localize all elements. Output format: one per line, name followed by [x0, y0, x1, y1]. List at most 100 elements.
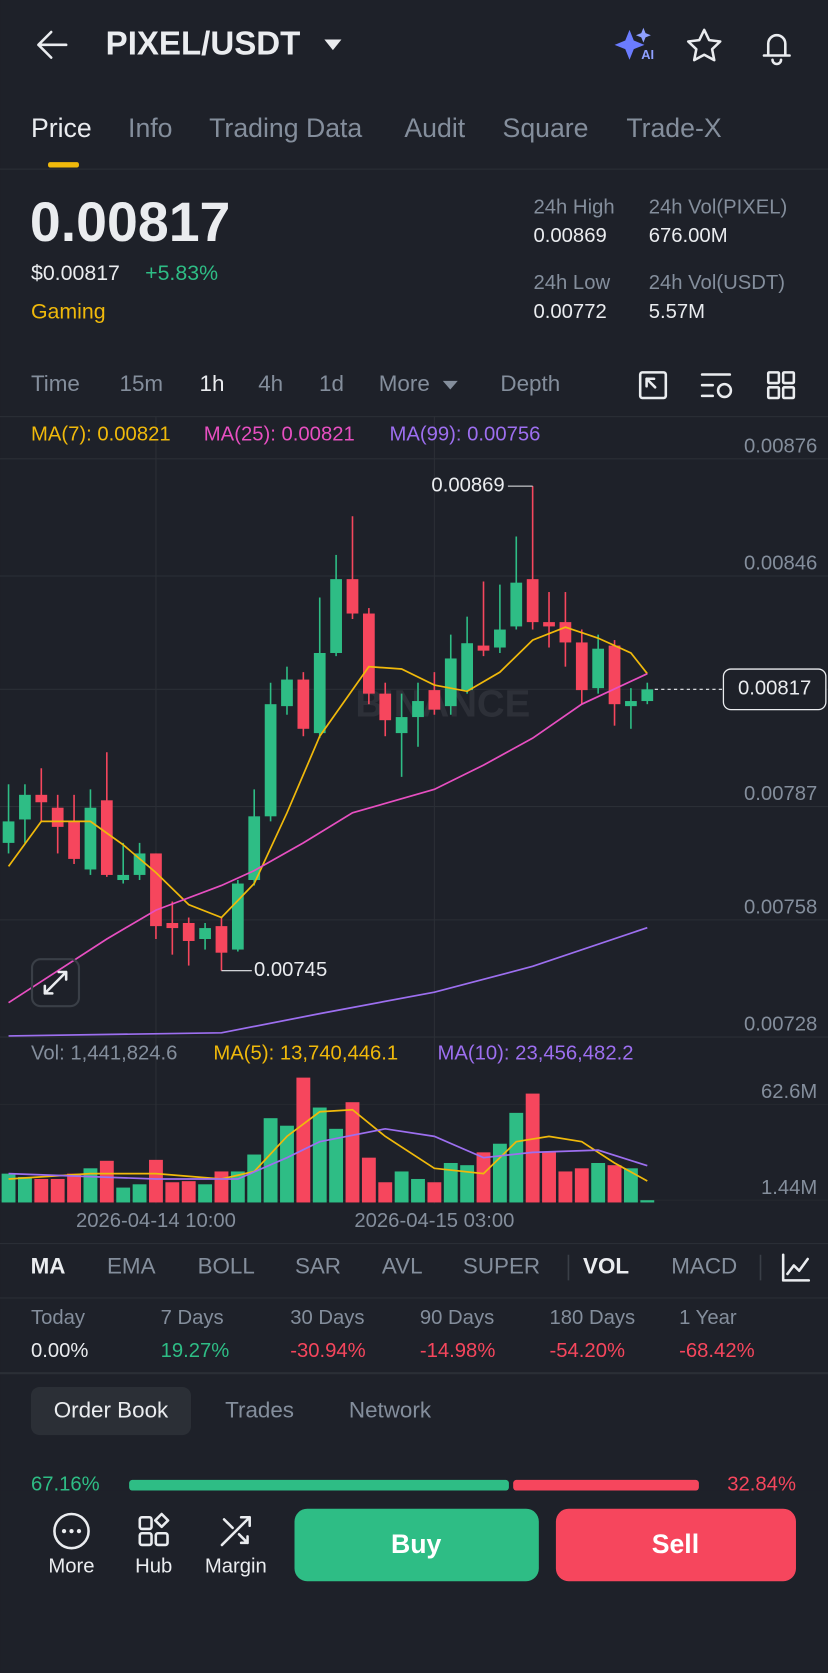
- period-label: Today: [31, 1307, 86, 1329]
- volume-bar: [361, 1157, 376, 1203]
- nav-margin[interactable]: [220, 1515, 251, 1547]
- separator: [759, 1254, 762, 1281]
- tab[interactable]: Audit: [404, 113, 465, 143]
- y-tick-label: 62.6M: [761, 1081, 817, 1103]
- book-tab[interactable]: Trades: [225, 1398, 294, 1423]
- interval[interactable]: Time: [31, 371, 80, 396]
- sell-label[interactable]: Sell: [652, 1529, 699, 1559]
- nav-label[interactable]: More: [48, 1556, 94, 1578]
- tab[interactable]: Info: [128, 113, 172, 143]
- period-label: 30 Days: [290, 1307, 364, 1329]
- interval[interactable]: 1h: [200, 371, 225, 396]
- candle-body: [2, 821, 15, 843]
- candle-body: [166, 922, 179, 929]
- volume-bar: [607, 1165, 622, 1203]
- candle-body: [133, 853, 146, 875]
- expand-button[interactable]: [30, 958, 81, 1008]
- buy-label[interactable]: Buy: [391, 1529, 442, 1559]
- candle-body: [231, 883, 244, 950]
- volume-bar: [116, 1187, 131, 1203]
- nav-label[interactable]: Margin: [205, 1556, 267, 1578]
- period-value: 19.27%: [161, 1340, 230, 1362]
- sell-button[interactable]: [555, 1508, 796, 1582]
- candle-body: [35, 794, 48, 803]
- performance: Today 0.00% 7 Days 19.27% 30 Days -30.94% 90 D…: [31, 1307, 755, 1362]
- tab[interactable]: Price: [31, 113, 92, 143]
- interval[interactable]: 15m: [120, 371, 164, 396]
- candle-body: [494, 629, 506, 648]
- favorite-button[interactable]: [686, 28, 722, 62]
- volume-bar: [50, 1178, 65, 1203]
- nav-more[interactable]: [53, 1512, 90, 1550]
- indicator-tab[interactable]: MA: [31, 1253, 66, 1278]
- back-button[interactable]: [37, 30, 68, 59]
- more-caret[interactable]: [442, 380, 458, 390]
- last-price: 0.00817: [30, 191, 231, 253]
- interval[interactable]: 4h: [258, 371, 283, 396]
- period-value: -68.42%: [679, 1340, 754, 1362]
- indicator-tab[interactable]: BOLL: [198, 1253, 255, 1278]
- ai-button[interactable]: AI: [614, 27, 654, 62]
- low-label: 0.00745: [254, 959, 327, 981]
- category-tag[interactable]: Gaming: [31, 299, 106, 323]
- indicator-tab[interactable]: AVL: [382, 1253, 423, 1278]
- candle-body: [182, 922, 195, 941]
- nav-label[interactable]: Hub: [135, 1556, 172, 1578]
- indicator-tab[interactable]: MACD: [671, 1253, 737, 1278]
- candle-body: [412, 701, 424, 718]
- sell-ratio-bar: [513, 1479, 699, 1491]
- chart-tool[interactable]: [638, 371, 668, 400]
- candle-body: [346, 579, 359, 614]
- volume-bar: [67, 1173, 82, 1203]
- candle-body: [100, 800, 113, 875]
- stat-label: 24h Low: [534, 272, 611, 294]
- usd-price: $0.00817: [31, 261, 120, 285]
- buy-button[interactable]: [294, 1508, 539, 1582]
- candle-body: [641, 689, 654, 702]
- chart-tool[interactable]: [700, 373, 733, 399]
- volume-bar: [525, 1093, 540, 1203]
- divider: [0, 416, 828, 418]
- volume-bar: [640, 1200, 655, 1203]
- volume-bar: [591, 1162, 606, 1203]
- indicator-tab[interactable]: SAR: [295, 1253, 341, 1278]
- ma-line: [8, 672, 648, 1004]
- tab[interactable]: Trading Data: [209, 113, 362, 143]
- volume-ma-legend: MA(5): 13,740,446.1: [213, 1043, 398, 1065]
- ma-line: [8, 926, 648, 1037]
- candle-body: [395, 717, 408, 734]
- book-tab[interactable]: Order Book: [54, 1398, 169, 1423]
- indicator-tab[interactable]: SUPER: [463, 1253, 540, 1278]
- candle-body: [543, 622, 555, 627]
- volume-bar: [214, 1171, 229, 1203]
- tab[interactable]: Trade-X: [626, 113, 722, 143]
- volume-bar: [34, 1178, 49, 1203]
- indicator-settings[interactable]: [781, 1253, 811, 1282]
- interval[interactable]: Depth: [500, 371, 560, 396]
- volume-bar: [574, 1168, 589, 1203]
- pair-caret[interactable]: [324, 39, 342, 51]
- interval[interactable]: More: [379, 371, 430, 396]
- volume-bar: [394, 1171, 409, 1203]
- high-label: 0.00869: [431, 475, 504, 497]
- ma-legend: MA(25): 0.00821: [204, 424, 355, 446]
- candle-body: [84, 807, 97, 870]
- indicator-tab[interactable]: EMA: [107, 1253, 156, 1278]
- book-tab[interactable]: Network: [349, 1398, 432, 1423]
- interval[interactable]: 1d: [319, 371, 344, 396]
- indicator-tab[interactable]: VOL: [583, 1253, 629, 1278]
- ma-legend: MA(7): 0.00821: [31, 424, 171, 446]
- volume-bar: [247, 1154, 262, 1203]
- stat-label: 24h Vol(USDT): [649, 272, 785, 294]
- pair-title[interactable]: PIXEL/USDT: [106, 26, 301, 63]
- alert-button[interactable]: [762, 33, 791, 66]
- volume-bar: [280, 1125, 294, 1203]
- nav-hub[interactable]: [138, 1512, 170, 1547]
- period-value: 0.00%: [31, 1340, 88, 1362]
- tab[interactable]: Square: [503, 113, 589, 143]
- chart-tool[interactable]: [766, 371, 796, 400]
- divider: [0, 168, 828, 170]
- volume-bar: [1, 1173, 16, 1203]
- last-price-box: [722, 668, 827, 711]
